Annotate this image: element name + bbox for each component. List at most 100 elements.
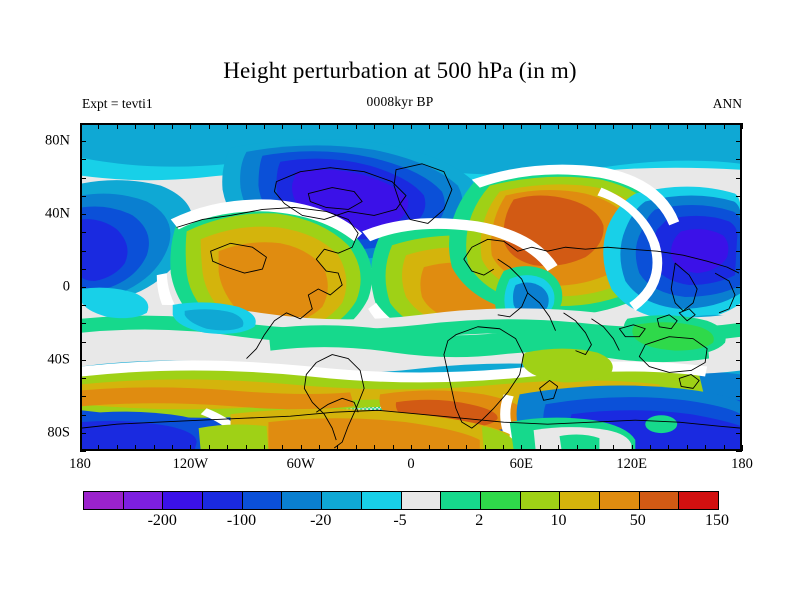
- colorbar-cell[interactable]: [560, 492, 600, 509]
- x-tick-bottom: [502, 445, 504, 451]
- y-tick-right: [736, 341, 742, 343]
- y-tick-left: [80, 378, 86, 380]
- x-tick-bottom: [411, 445, 412, 451]
- x-tick-top: [429, 123, 431, 129]
- colorbar-cell[interactable]: [401, 492, 442, 509]
- x-tick-top: [227, 123, 229, 129]
- x-tick-bottom: [135, 445, 137, 451]
- y-tick-left: [80, 177, 86, 179]
- colorbar-cell[interactable]: [322, 492, 362, 509]
- x-tick-top: [337, 123, 339, 129]
- y-tick-right: [736, 378, 742, 380]
- x-tick-bottom: [466, 445, 468, 451]
- y-tick-right: [736, 305, 742, 307]
- x-tick-top: [686, 123, 688, 129]
- colorbar-cell[interactable]: [361, 492, 402, 509]
- x-tick-top: [723, 123, 725, 129]
- y-tick-left: [80, 214, 86, 216]
- x-tick-top: [650, 123, 652, 129]
- x-tick-bottom: [650, 445, 652, 451]
- y-tick-left: [80, 305, 86, 307]
- x-tick-top: [300, 123, 302, 129]
- y-tick-right: [736, 141, 742, 143]
- x-tick-top: [282, 123, 284, 129]
- colorbar-cell[interactable]: [480, 492, 521, 509]
- y-tick-left: [80, 287, 86, 288]
- y-tick-right: [736, 414, 742, 416]
- y-axis-label: 40S: [47, 351, 70, 368]
- x-tick-bottom: [98, 445, 100, 451]
- x-tick-bottom: [723, 445, 725, 451]
- x-tick-bottom: [208, 445, 210, 451]
- colorbar-cell[interactable]: [203, 492, 243, 509]
- colorbar-cell[interactable]: [441, 492, 481, 509]
- x-tick-bottom: [227, 445, 229, 451]
- x-tick-bottom: [263, 445, 265, 451]
- x-tick-top: [392, 123, 394, 129]
- x-tick-bottom: [539, 445, 541, 451]
- x-tick-top: [594, 123, 596, 129]
- y-tick-left: [80, 123, 86, 124]
- filled-contours: [81, 124, 741, 450]
- x-tick-top: [484, 123, 486, 129]
- y-tick-right: [736, 232, 742, 234]
- x-tick-bottom: [80, 445, 81, 451]
- colorbar-cell[interactable]: [242, 492, 283, 509]
- x-tick-bottom: [337, 445, 339, 451]
- x-tick-top: [98, 123, 100, 129]
- y-tick-left: [80, 232, 86, 234]
- colorbar-cell[interactable]: [679, 492, 718, 509]
- x-tick-top: [190, 123, 192, 129]
- y-tick-left: [80, 396, 86, 398]
- y-tick-left: [80, 323, 86, 325]
- x-tick-bottom: [668, 445, 670, 451]
- colorbar-tick-label: 10: [550, 512, 567, 529]
- y-tick-right: [736, 268, 742, 270]
- x-tick-top: [466, 123, 468, 129]
- x-axis-label: 180: [731, 456, 753, 472]
- colorbar-cell[interactable]: [123, 492, 164, 509]
- y-tick-left: [80, 341, 86, 343]
- colorbar-cell[interactable]: [282, 492, 323, 509]
- y-tick-left: [80, 141, 86, 143]
- x-tick-top: [355, 123, 357, 129]
- coastlines: [81, 163, 741, 449]
- x-tick-bottom: [116, 445, 118, 451]
- x-tick-top: [502, 123, 504, 129]
- colorbar[interactable]: [83, 491, 719, 510]
- y-axis-label: 80S: [47, 424, 70, 441]
- y-tick-left: [80, 414, 86, 416]
- y-tick-left: [80, 268, 86, 270]
- x-axis-label: 120W: [172, 456, 209, 472]
- x-tick-bottom: [576, 445, 578, 451]
- map-plot-area: [80, 123, 742, 451]
- x-tick-top: [668, 123, 670, 129]
- colorbar-cell[interactable]: [520, 492, 561, 509]
- colorbar-cell[interactable]: [84, 492, 124, 509]
- x-tick-bottom: [190, 445, 192, 451]
- x-axis-label: 60W: [286, 456, 315, 472]
- x-tick-top: [263, 123, 265, 129]
- x-tick-top: [171, 123, 173, 129]
- experiment-label: Expt = tevti1: [82, 96, 153, 111]
- y-tick-right: [736, 159, 742, 161]
- colorbar-cell[interactable]: [163, 492, 204, 509]
- x-tick-top: [558, 123, 560, 129]
- y-tick-left: [80, 432, 86, 434]
- x-tick-bottom: [594, 445, 596, 451]
- y-tick-left: [80, 195, 86, 197]
- y-tick-right: [736, 195, 742, 197]
- colorbar-cell[interactable]: [599, 492, 640, 509]
- x-axis-label: 60E: [509, 456, 534, 472]
- season-label: ANN: [712, 96, 742, 111]
- x-axis-label: 120E: [616, 456, 647, 472]
- x-tick-bottom: [245, 445, 247, 451]
- x-tick-top: [319, 123, 321, 129]
- x-tick-bottom: [558, 445, 560, 451]
- y-tick-right: [736, 250, 742, 252]
- x-tick-bottom: [319, 445, 321, 451]
- x-tick-top: [539, 123, 541, 129]
- x-tick-top: [631, 123, 633, 129]
- y-tick-left: [80, 359, 86, 361]
- colorbar-cell[interactable]: [639, 492, 680, 509]
